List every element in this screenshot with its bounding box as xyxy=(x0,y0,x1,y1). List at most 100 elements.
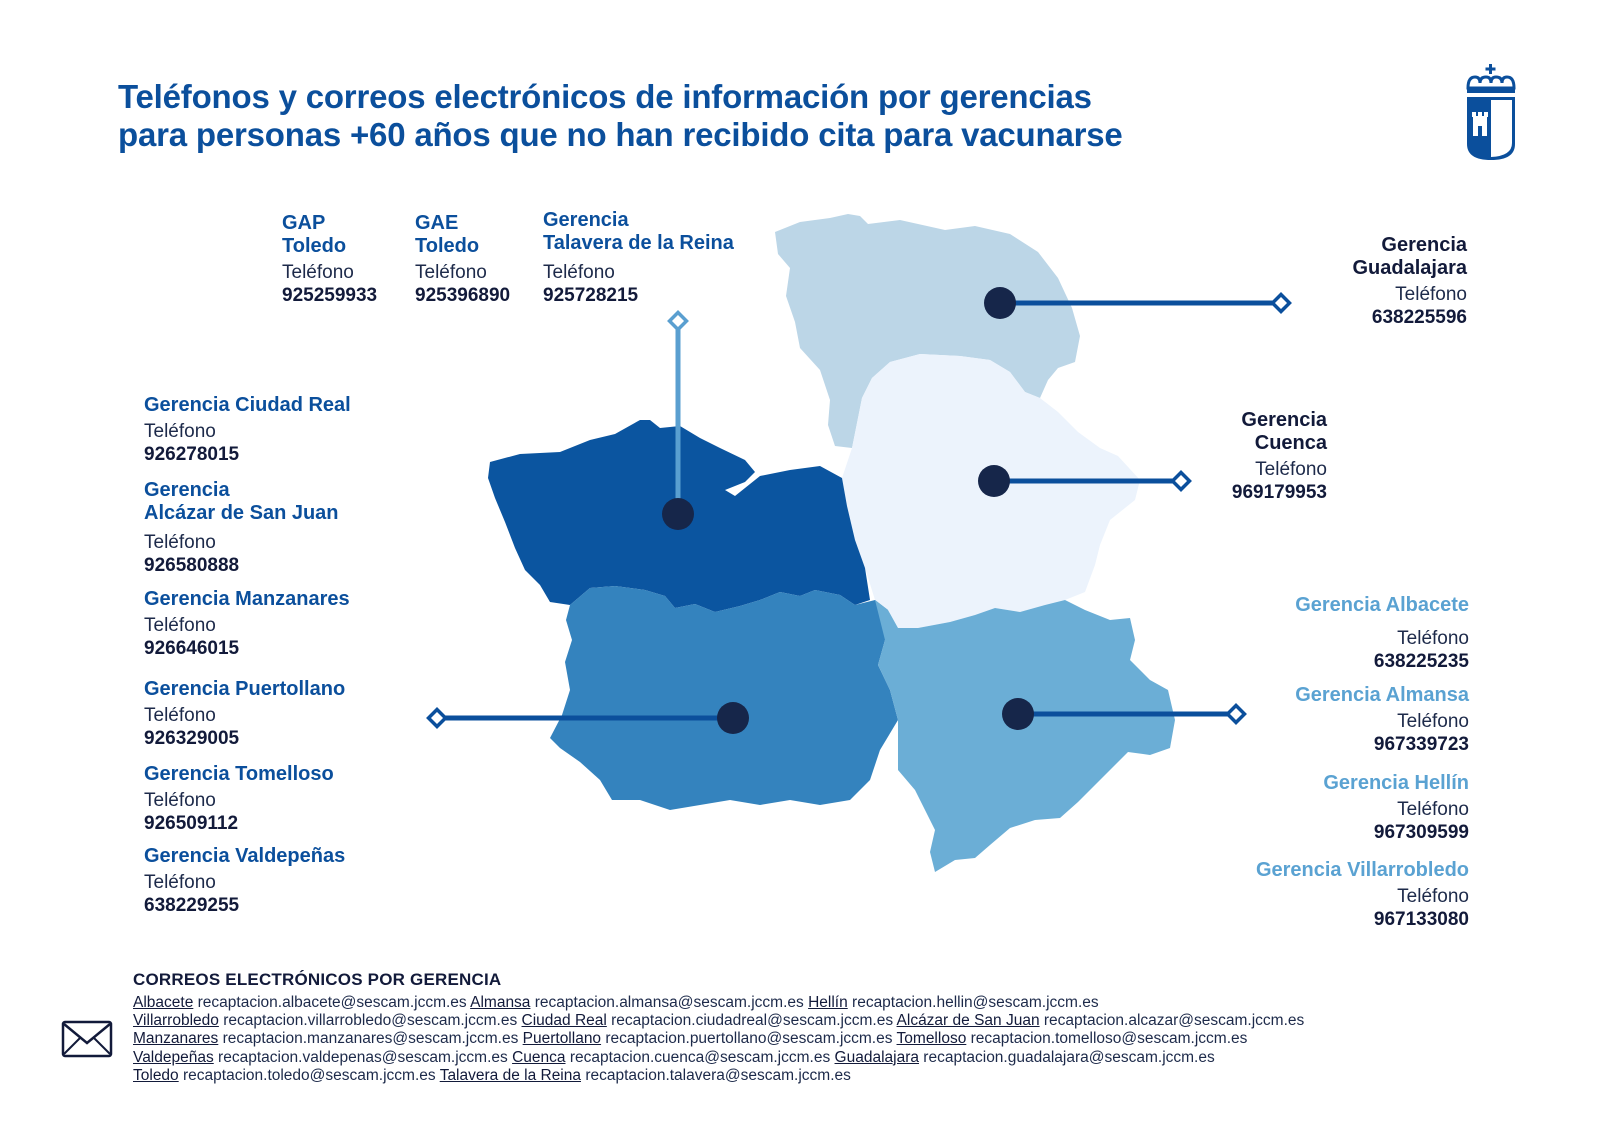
contact-almansa: Gerencia Almansa Teléfono 967339723 xyxy=(1200,684,1469,756)
phone-label: Teléfono xyxy=(144,705,216,726)
contact-name: Guadalajara xyxy=(1352,257,1467,279)
email-area-link[interactable]: Guadalajara xyxy=(834,1048,919,1066)
title-line-1: Teléfonos y correos electrónicos de info… xyxy=(118,78,1092,115)
email-address[interactable]: recaptacion.toledo@sescam.jccm.es xyxy=(183,1066,436,1084)
email-area-link[interactable]: Almansa xyxy=(470,994,531,1011)
phone-label: Teléfono xyxy=(415,262,487,283)
phone-number: 925396890 xyxy=(415,285,511,306)
contact-name: Toledo xyxy=(415,235,480,257)
phone-label: Teléfono xyxy=(144,790,216,811)
phone-number: 638225235 xyxy=(1373,651,1469,672)
email-address[interactable]: recaptacion.manzanares@sescam.jccm.es xyxy=(222,1030,519,1048)
phone-label: Teléfono xyxy=(144,532,216,553)
email-area-link[interactable]: Villarrobledo xyxy=(133,1012,219,1030)
contact-name: Gerencia Manzanares xyxy=(144,588,350,610)
phone-number: 925728215 xyxy=(543,285,639,306)
phone-label: Teléfono xyxy=(144,615,216,636)
email-area-link[interactable]: Cuenca xyxy=(512,1048,566,1066)
contact-name: GAP xyxy=(282,212,326,234)
contact-name: Gerencia Ciudad Real xyxy=(144,394,351,416)
contact-name: Gerencia Puertollano xyxy=(144,678,346,700)
region-albacete xyxy=(875,600,1175,872)
email-address[interactable]: recaptacion.almansa@sescam.jccm.es xyxy=(534,994,804,1011)
contact-name: Gerencia xyxy=(144,479,230,501)
phone-label: Teléfono xyxy=(1397,886,1469,907)
phone-label: Teléfono xyxy=(1395,284,1467,305)
region-ciudad-real xyxy=(550,586,898,810)
jccm-crest-icon xyxy=(1466,64,1516,160)
phone-label: Teléfono xyxy=(543,262,615,283)
email-address[interactable]: recaptacion.ciudadreal@sescam.jccm.es xyxy=(611,1012,894,1030)
emails-list: Albacete recaptacion.albacete@sescam.jcc… xyxy=(133,994,1304,1085)
email-address[interactable]: recaptacion.albacete@sescam.jccm.es xyxy=(197,994,467,1011)
phone-number: 638229255 xyxy=(144,895,240,916)
contact-talavera: Gerencia Talavera de la Reina Teléfono 9… xyxy=(543,209,734,307)
email-address[interactable]: recaptacion.puertollano@sescam.jccm.es xyxy=(605,1030,893,1048)
email-address[interactable]: recaptacion.talavera@sescam.jccm.es xyxy=(585,1066,851,1084)
contact-name: GAE xyxy=(415,212,459,234)
contact-name: Talavera de la Reina xyxy=(543,232,734,254)
contact-name: Cuenca xyxy=(1254,432,1327,454)
email-address[interactable]: recaptacion.villarrobledo@sescam.jccm.es xyxy=(223,1012,518,1030)
phone-number: 969179953 xyxy=(1231,482,1327,503)
emails-heading: CORREOS ELECTRÓNICOS POR GERENCIA xyxy=(133,970,502,989)
phone-number: 967133080 xyxy=(1373,909,1469,930)
contact-valdepenas: Gerencia Valdepeñas Teléfono 638229255 xyxy=(144,845,345,917)
marker-dot-cuenca xyxy=(978,465,1010,497)
phone-number: 926509112 xyxy=(144,813,239,834)
emails-row: Toledo recaptacion.toledo@sescam.jccm.es… xyxy=(133,1067,1304,1085)
emails-row: Villarrobledo recaptacion.villarrobledo@… xyxy=(133,1012,1304,1030)
email-area-link[interactable]: Albacete xyxy=(133,994,194,1011)
email-address[interactable]: recaptacion.tomelloso@sescam.jccm.es xyxy=(970,1030,1248,1048)
phone-label: Teléfono xyxy=(144,421,216,442)
email-address[interactable]: recaptacion.valdepenas@sescam.jccm.es xyxy=(218,1048,508,1066)
contact-cuenca: Gerencia Cuenca Teléfono 969179953 xyxy=(1160,409,1327,504)
emails-row: Valdepeñas recaptacion.valdepenas@sescam… xyxy=(133,1049,1304,1067)
email-area-link[interactable]: Toledo xyxy=(133,1066,179,1084)
emails-row: Albacete recaptacion.albacete@sescam.jcc… xyxy=(133,994,1304,1012)
email-area-link[interactable]: Ciudad Real xyxy=(521,1012,607,1030)
contact-name: Gerencia Villarrobledo xyxy=(1255,859,1469,881)
email-area-link[interactable]: Manzanares xyxy=(133,1030,219,1048)
contact-name: Gerencia Tomelloso xyxy=(144,763,334,785)
email-address[interactable]: recaptacion.cuenca@sescam.jccm.es xyxy=(569,1048,831,1066)
contact-name: Gerencia xyxy=(1381,234,1467,256)
phone-label: Teléfono xyxy=(1397,711,1469,732)
email-area-link[interactable]: Puertollano xyxy=(522,1030,602,1048)
phone-number: 638225596 xyxy=(1371,307,1467,328)
contact-name: Toledo xyxy=(282,235,347,257)
phone-number: 926278015 xyxy=(144,444,240,465)
email-address[interactable]: recaptacion.alcazar@sescam.jccm.es xyxy=(1043,1012,1305,1030)
email-area-link[interactable]: Valdepeñas xyxy=(133,1048,214,1066)
email-area-link[interactable]: Talavera de la Reina xyxy=(439,1066,581,1084)
contact-ciudad-real: Gerencia Ciudad Real Teléfono 926278015 xyxy=(144,394,351,466)
contact-gae-toledo: GAE Toledo Teléfono 925396890 xyxy=(415,212,510,307)
contact-hellin: Gerencia Hellín Teléfono 967309599 xyxy=(1200,772,1469,844)
marker-diamond-albacete xyxy=(1225,703,1247,725)
contact-name: Gerencia Albacete xyxy=(1295,594,1469,616)
contact-name: Gerencia Hellín xyxy=(1323,772,1469,794)
phone-number: 967339723 xyxy=(1373,734,1469,755)
phone-label: Teléfono xyxy=(282,262,354,283)
contact-villarrobledo: Gerencia Villarrobledo Teléfono 96713308… xyxy=(1200,859,1469,931)
contact-tomelloso: Gerencia Tomelloso Teléfono 926509112 xyxy=(144,763,334,835)
email-address[interactable]: recaptacion.hellin@sescam.jccm.es xyxy=(852,994,1099,1011)
phone-label: Teléfono xyxy=(1397,799,1469,820)
contact-puertollano: Gerencia Puertollano Teléfono 926329005 xyxy=(144,678,345,750)
contact-manzanares: Gerencia Manzanares Teléfono 926646015 xyxy=(144,588,350,660)
marker-dot-ciudad-real xyxy=(717,702,749,734)
emails-row: Manzanares recaptacion.manzanares@sescam… xyxy=(133,1030,1304,1048)
email-area-link[interactable]: Alcázar de San Juan xyxy=(896,1012,1040,1030)
contact-gap-toledo: GAP Toledo Teléfono 925259933 xyxy=(282,212,377,307)
phone-number: 925259933 xyxy=(282,285,378,306)
email-address[interactable]: recaptacion.guadalajara@sescam.jccm.es xyxy=(923,1048,1215,1066)
phone-label: Teléfono xyxy=(1255,459,1327,480)
page-title: Teléfonos y correos electrónicos de info… xyxy=(118,78,1123,154)
email-area-link[interactable]: Tomelloso xyxy=(896,1030,967,1048)
marker-diamond-ciudad-real xyxy=(426,707,448,729)
contact-name: Gerencia xyxy=(543,209,629,231)
marker-diamond-cuenca xyxy=(1170,470,1192,492)
email-area-link[interactable]: Hellín xyxy=(808,994,848,1011)
contact-name: Gerencia Valdepeñas xyxy=(144,845,346,867)
